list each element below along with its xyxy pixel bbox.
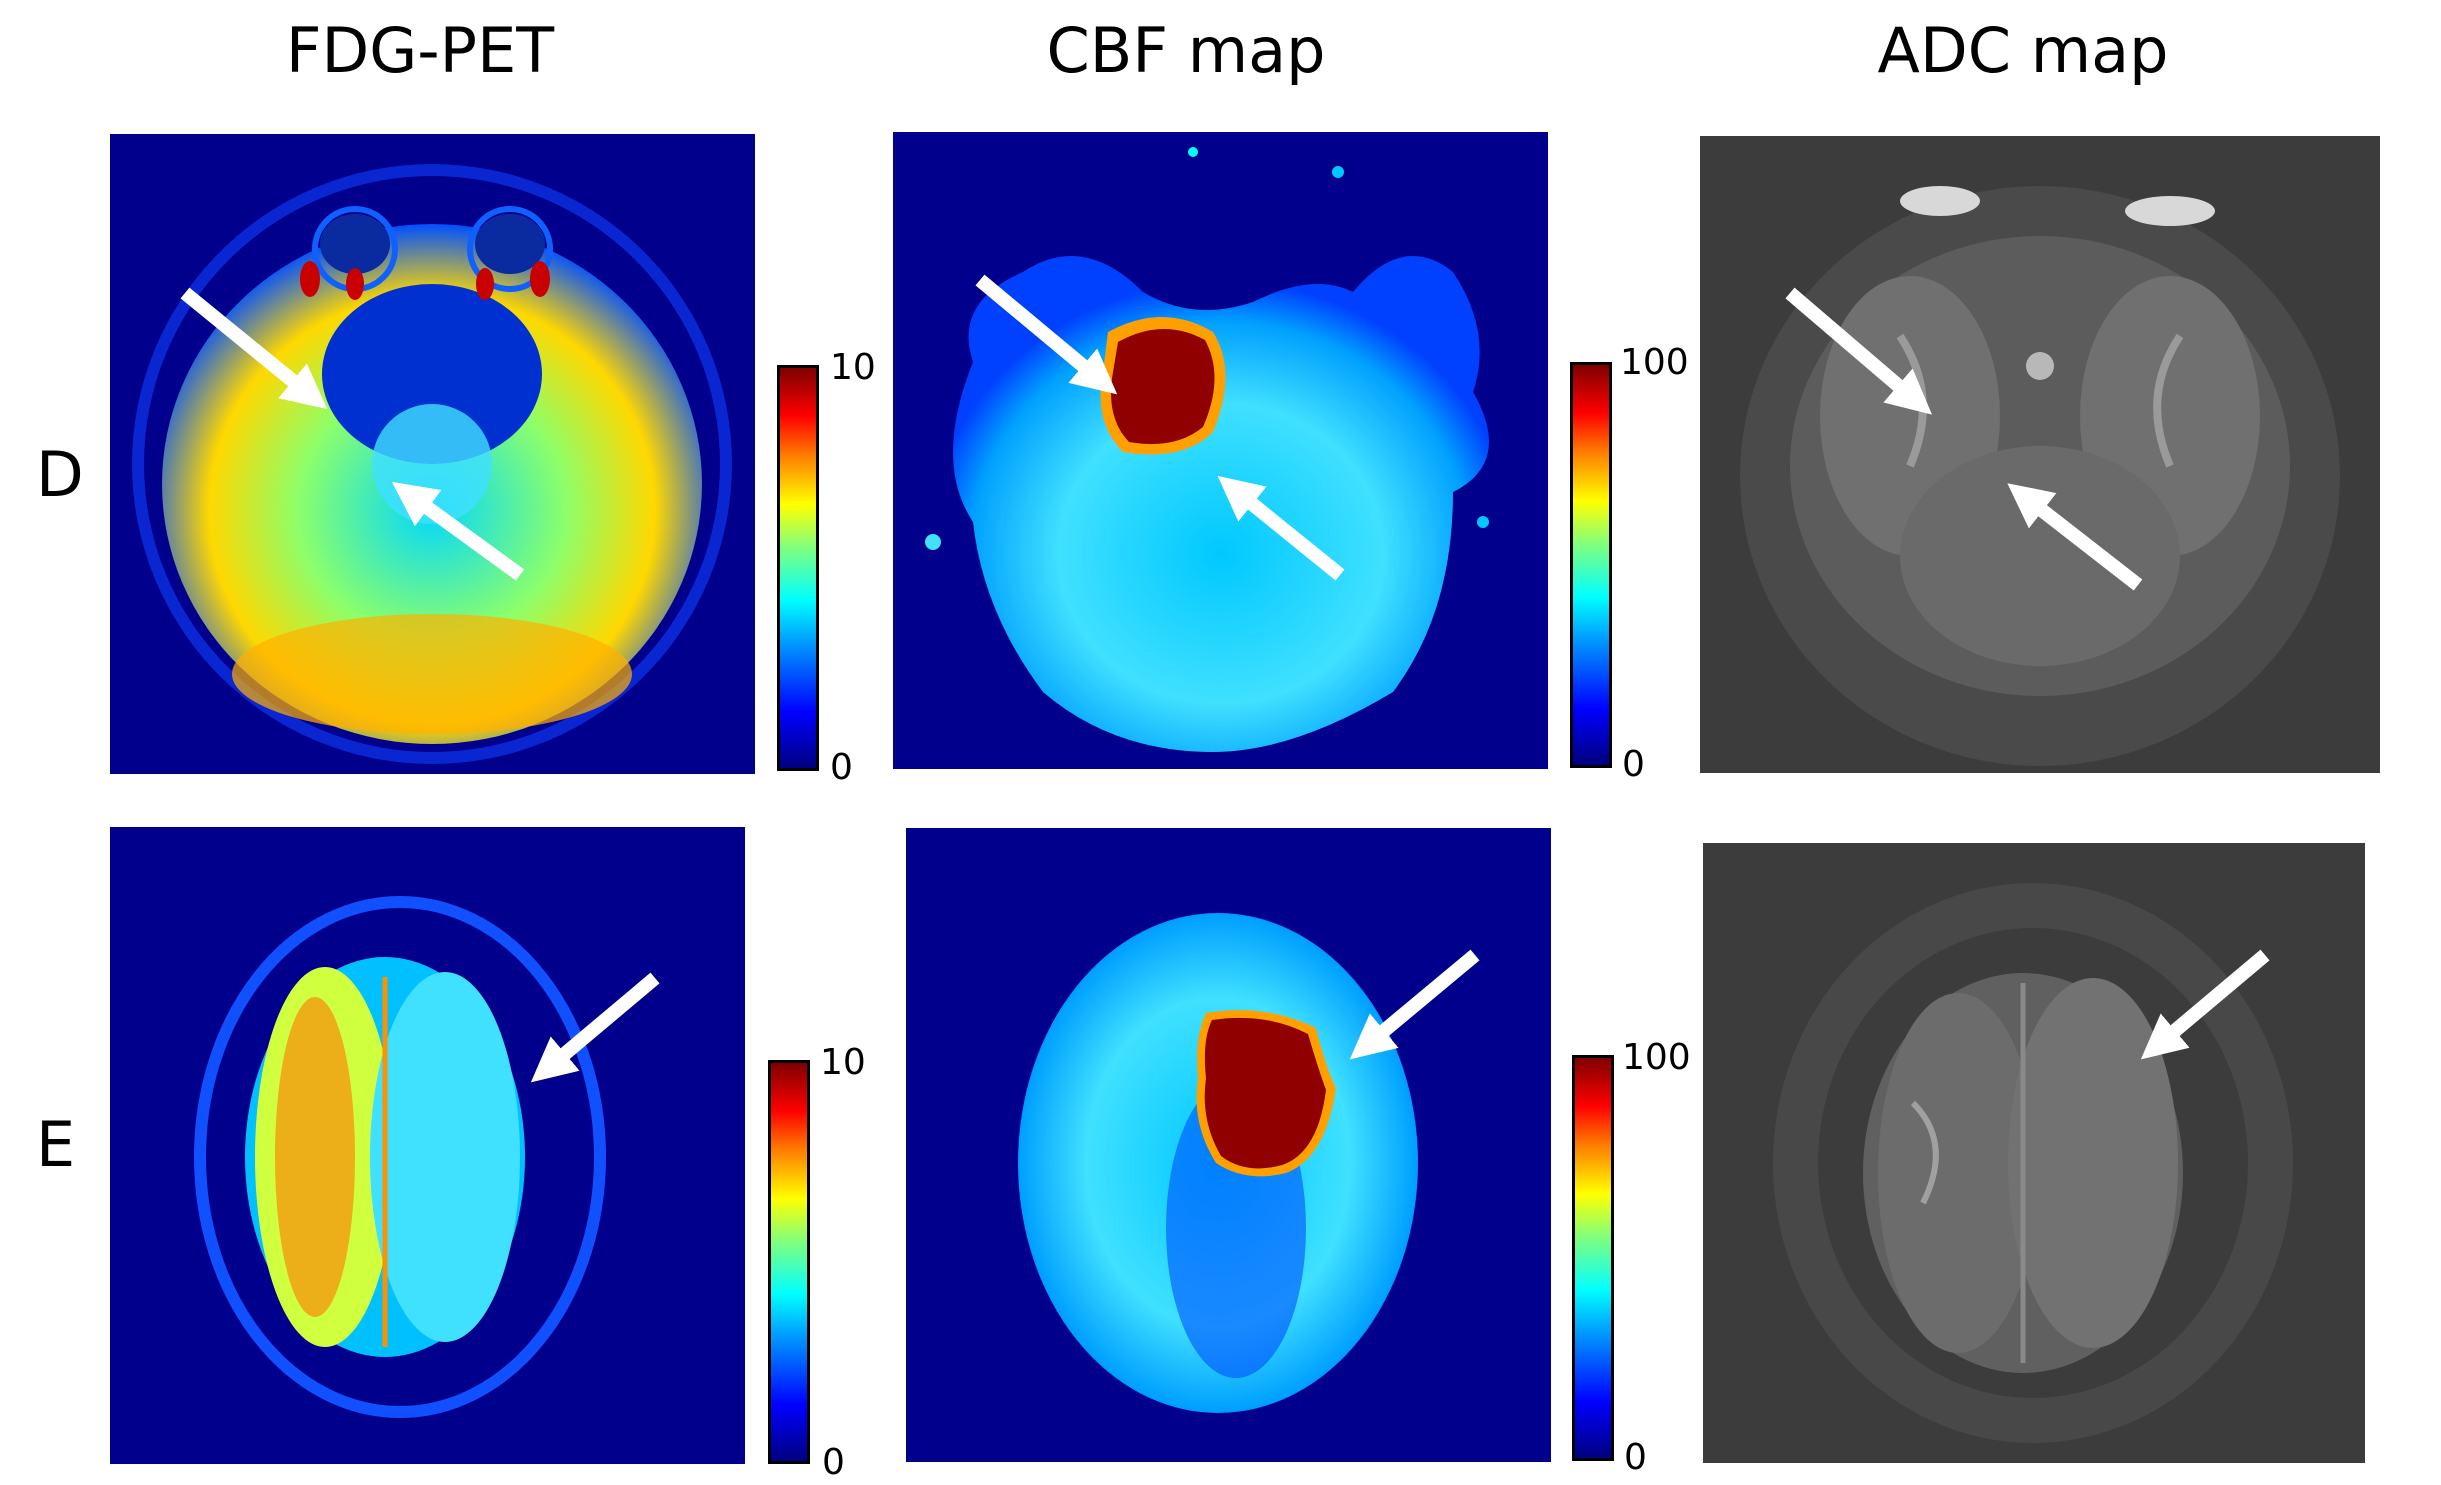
colorbar-pet-e: [768, 1060, 810, 1464]
colorbar-max-label: 10: [830, 347, 876, 388]
column-title-fdg-pet: FDG-PET: [285, 14, 555, 87]
adc-map-image-e: [1703, 843, 2365, 1463]
adc-map-image-d: [1700, 136, 2380, 773]
colorbar-min-label: 0: [1624, 1437, 1647, 1478]
row-label-d: D: [36, 438, 84, 511]
colorbar-cbf-d: [1570, 362, 1612, 768]
cbf-map-image-e: [906, 828, 1551, 1462]
fdg-pet-image-d: [110, 134, 755, 774]
colorbar-cbf-e: [1572, 1055, 1614, 1461]
column-title-adc-map: ADC map: [1877, 14, 2169, 87]
colorbar-max-label: 100: [1620, 342, 1689, 383]
colorbar-min-label: 0: [822, 1442, 845, 1483]
colorbar-min-label: 0: [830, 747, 853, 788]
fdg-pet-image-e: [110, 827, 745, 1464]
colorbar-max-label: 10: [820, 1042, 866, 1083]
colorbar-min-label: 0: [1622, 744, 1645, 785]
column-title-cbf-map: CBF map: [1046, 14, 1326, 87]
colorbar-max-label: 100: [1622, 1037, 1691, 1078]
row-label-e: E: [36, 1108, 76, 1181]
cbf-map-image-d: [893, 132, 1548, 769]
colorbar-pet-d: [777, 365, 819, 771]
